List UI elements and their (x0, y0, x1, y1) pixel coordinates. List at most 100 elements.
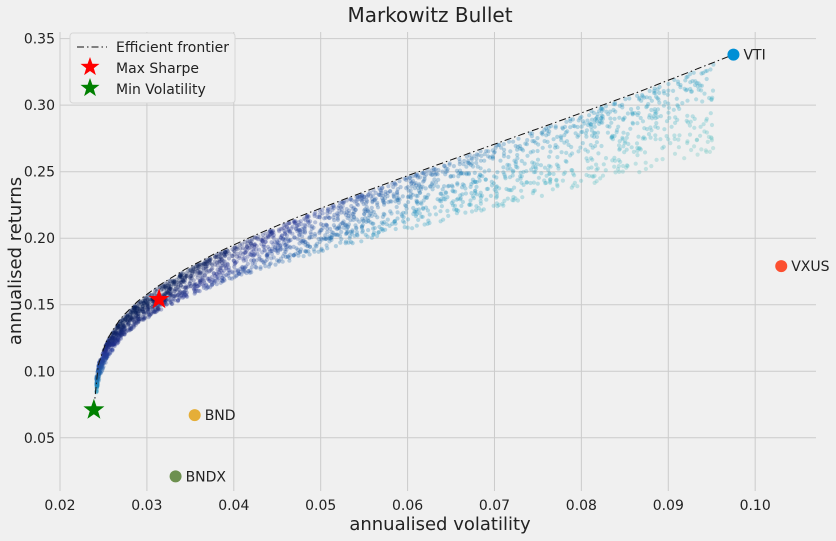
portfolio-point (216, 254, 221, 259)
portfolio-point (706, 134, 712, 139)
portfolio-point (320, 207, 325, 212)
portfolio-point (317, 212, 322, 217)
portfolio-point (675, 103, 680, 108)
portfolio-point (381, 197, 386, 202)
portfolio-point (696, 81, 701, 86)
portfolio-point (623, 139, 628, 144)
portfolio-point (440, 169, 445, 174)
portfolio-point (360, 193, 365, 198)
portfolio-point (252, 242, 257, 247)
portfolio-point (556, 164, 561, 169)
portfolio-point (395, 210, 400, 215)
portfolio-point (108, 350, 113, 355)
portfolio-point (661, 103, 667, 108)
portfolio-point (585, 122, 591, 128)
portfolio-point (209, 283, 214, 288)
portfolio-point (353, 223, 358, 228)
portfolio-point (219, 257, 224, 262)
portfolio-point (383, 227, 388, 232)
portfolio-point (196, 288, 201, 293)
portfolio-point (652, 88, 657, 93)
portfolio-point (296, 227, 301, 232)
portfolio-point (513, 159, 519, 164)
portfolio-point (473, 208, 479, 213)
portfolio-point (152, 292, 157, 297)
portfolio-point (309, 226, 314, 231)
x-tick-label: 0.07 (479, 498, 510, 514)
portfolio-point (140, 317, 145, 322)
portfolio-point (159, 286, 164, 291)
portfolio-point (347, 208, 352, 213)
portfolio-point (114, 329, 119, 334)
portfolio-point (215, 267, 220, 272)
portfolio-point (523, 141, 528, 146)
portfolio-point (137, 308, 142, 314)
portfolio-point (422, 176, 427, 181)
portfolio-point (232, 262, 237, 267)
portfolio-point (379, 227, 384, 232)
portfolio-point (213, 273, 218, 278)
portfolio-point (668, 141, 673, 146)
portfolio-point (246, 269, 251, 274)
portfolio-point (620, 105, 625, 110)
portfolio-point (317, 208, 322, 213)
portfolio-point (140, 308, 145, 314)
portfolio-point (97, 371, 102, 376)
portfolio-point (192, 282, 197, 287)
portfolio-point (409, 180, 414, 185)
portfolio-point (182, 276, 187, 281)
portfolio-point (261, 242, 266, 247)
portfolio-point (115, 332, 120, 337)
portfolio-point (690, 114, 695, 119)
portfolio-point (206, 276, 211, 281)
portfolio-point (132, 304, 137, 309)
portfolio-point (101, 350, 106, 355)
portfolio-point (132, 306, 137, 311)
portfolio-point (551, 171, 556, 177)
portfolio-point (250, 261, 255, 266)
portfolio-point (605, 130, 611, 135)
portfolio-point (104, 354, 109, 359)
portfolio-point (145, 304, 150, 309)
portfolio-point (141, 307, 146, 312)
portfolio-point (683, 88, 689, 93)
portfolio-cloud (94, 62, 716, 395)
portfolio-point (502, 198, 507, 203)
portfolio-point (340, 221, 345, 226)
portfolio-point (339, 210, 344, 215)
portfolio-point (106, 351, 111, 356)
portfolio-point (226, 265, 231, 270)
portfolio-point (236, 271, 242, 276)
portfolio-point (371, 232, 376, 237)
portfolio-point (174, 293, 179, 298)
portfolio-point (280, 237, 286, 242)
portfolio-point (229, 276, 234, 281)
portfolio-point (112, 340, 117, 345)
portfolio-point (380, 214, 385, 219)
portfolio-point (284, 245, 289, 250)
portfolio-point (673, 115, 678, 120)
portfolio-point (457, 156, 462, 162)
portfolio-point (224, 266, 229, 271)
portfolio-point (470, 164, 476, 169)
portfolio-point (515, 144, 521, 149)
portfolio-point (404, 203, 409, 209)
portfolio-point (136, 317, 141, 322)
portfolio-point (600, 120, 605, 125)
portfolio-point (617, 103, 622, 108)
portfolio-point (284, 233, 289, 238)
portfolio-point (355, 202, 361, 207)
portfolio-point (531, 149, 536, 154)
portfolio-point (413, 172, 418, 178)
portfolio-point (622, 141, 627, 146)
portfolio-point (595, 112, 600, 117)
portfolio-point (144, 295, 149, 300)
portfolio-point (469, 209, 475, 214)
portfolio-point (184, 271, 189, 276)
portfolio-point (173, 284, 178, 289)
portfolio-point (275, 250, 280, 255)
portfolio-point (380, 226, 385, 232)
portfolio-point (685, 139, 690, 144)
portfolio-point (429, 182, 434, 187)
